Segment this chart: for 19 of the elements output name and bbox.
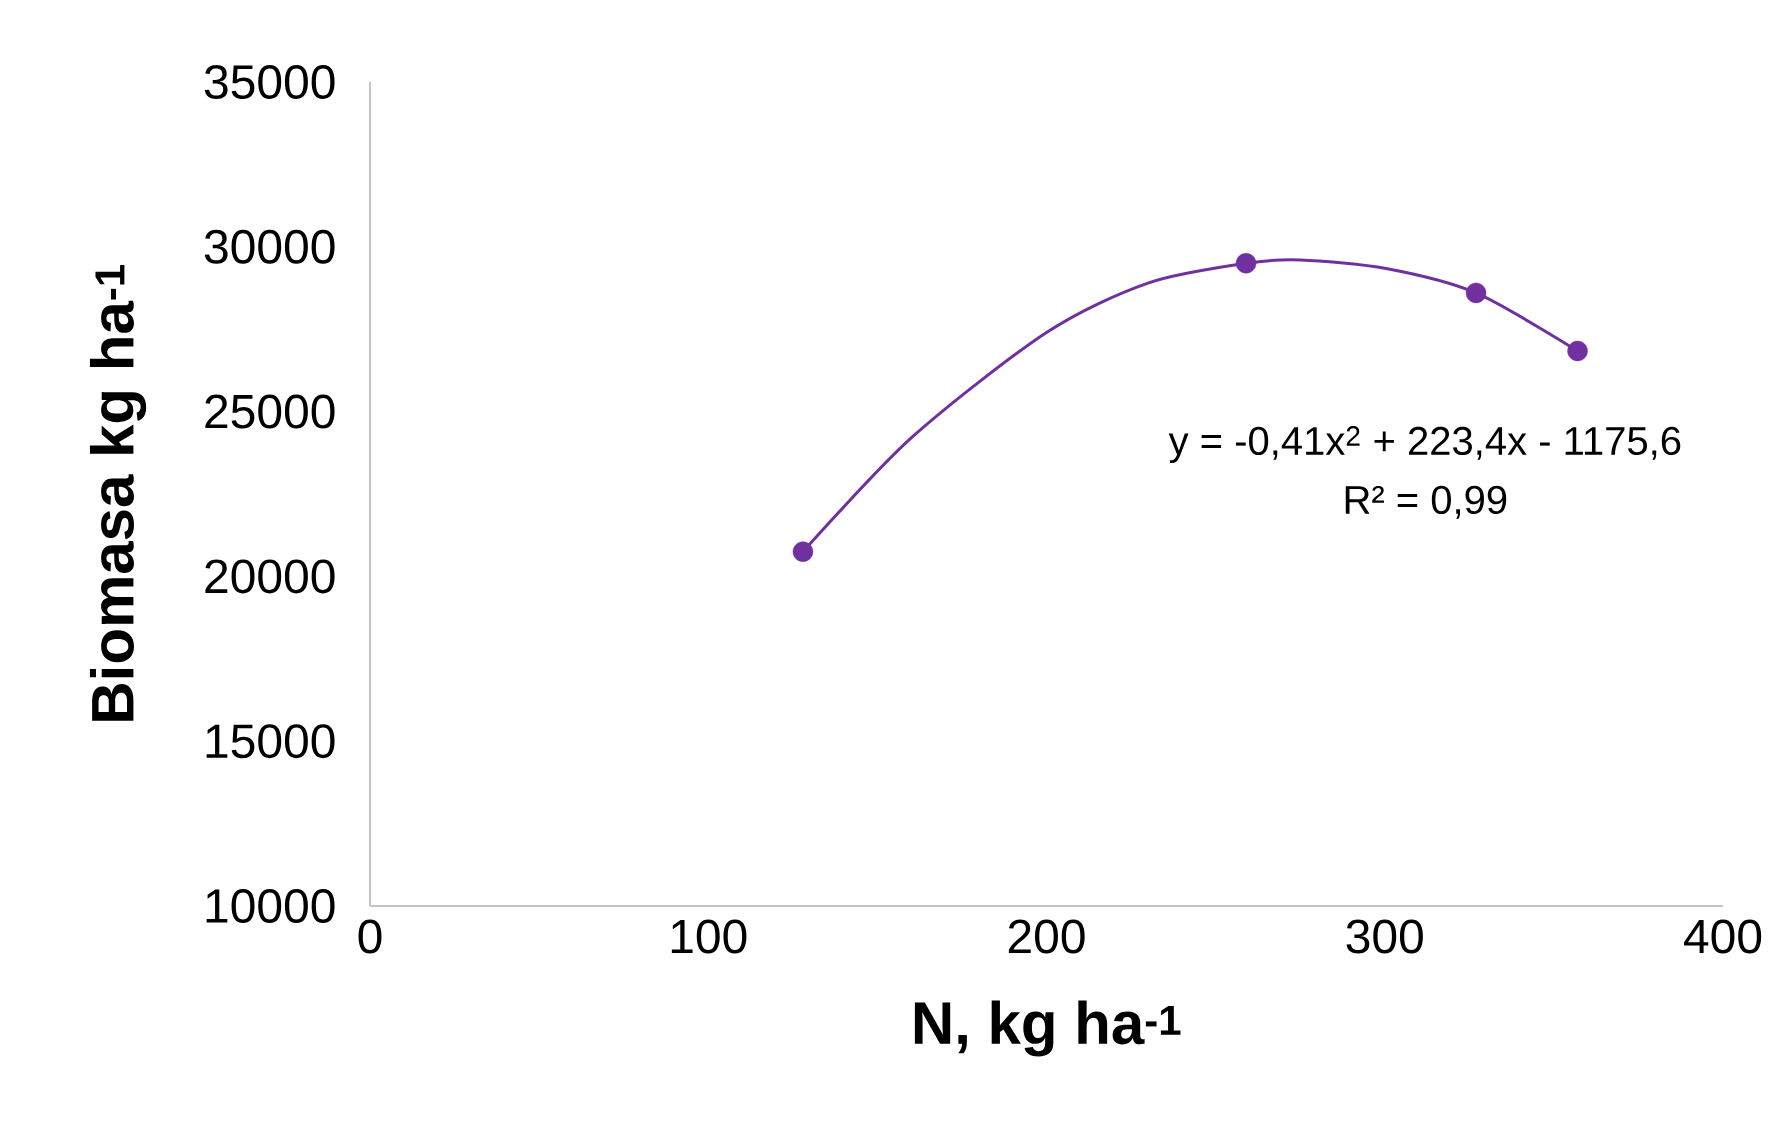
y-tick-label: 35000	[204, 65, 335, 99]
x-tick-label: 0	[358, 919, 382, 954]
y-tick-label: 15000	[206, 724, 335, 759]
point	[1235, 253, 1257, 274]
y-tick-label: 30000	[204, 229, 335, 264]
annotation: R² = 0,99	[1345, 485, 1507, 519]
point	[1567, 340, 1588, 362]
x-tick-label: 400	[1684, 919, 1762, 954]
x-axis-title: N, kg ha$^{-1}$	[914, 1000, 1181, 1057]
x-tick-label: 100	[671, 919, 747, 954]
point	[1465, 282, 1487, 304]
y-tick-label: 20000	[205, 559, 335, 594]
x-tick-label: 200	[1008, 919, 1085, 954]
x-tick-label: 300	[1346, 919, 1423, 954]
point	[792, 541, 814, 562]
y-axis-title: Biomasa kg ha$^{-1}$	[89, 265, 147, 721]
y-tick-label: 10000	[206, 889, 335, 923]
annotation: y = -0,41x$^{2}$ + 223,4x - 1175,6	[1168, 426, 1681, 463]
y-tick-label: 25000	[205, 394, 335, 429]
